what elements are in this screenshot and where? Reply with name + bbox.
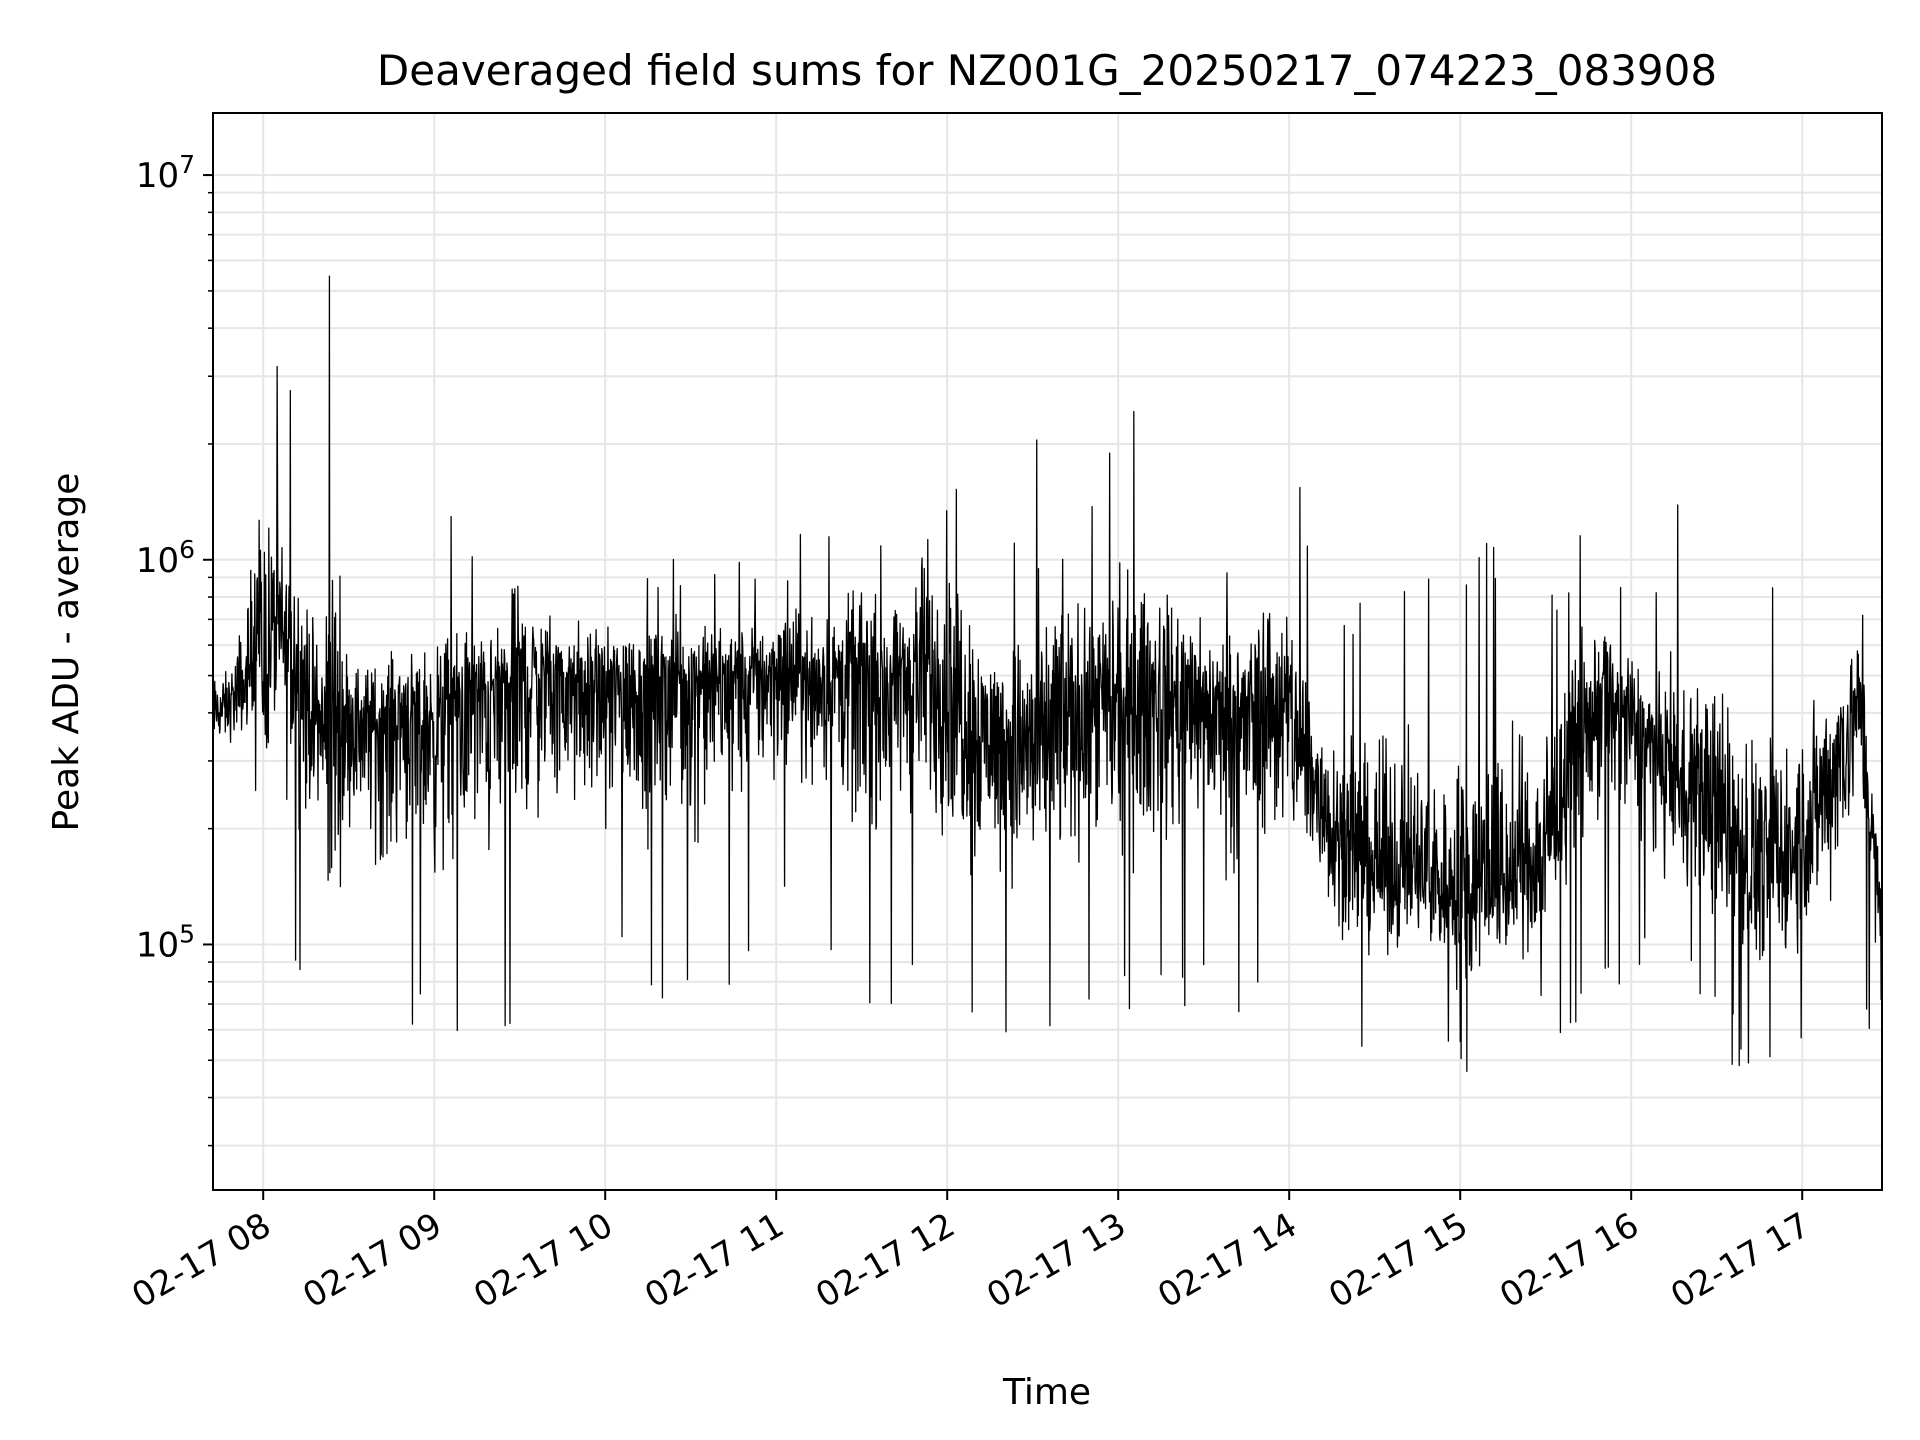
chart-title: Deaveraged field sums for NZ001G_2025021… (377, 46, 1717, 95)
y-tick-label: 107 (136, 150, 195, 196)
y-tick-label: 106 (136, 535, 195, 581)
data-layer (213, 275, 1882, 1072)
y-tick-label: 105 (136, 919, 195, 965)
x-axis-label: Time (1002, 1372, 1091, 1413)
plot-frame (212, 112, 1883, 1191)
series-line (213, 275, 1882, 1072)
y-axis-label: Peak ADU - average (46, 473, 87, 832)
y-axis: 105 106 107 (136, 150, 213, 1147)
